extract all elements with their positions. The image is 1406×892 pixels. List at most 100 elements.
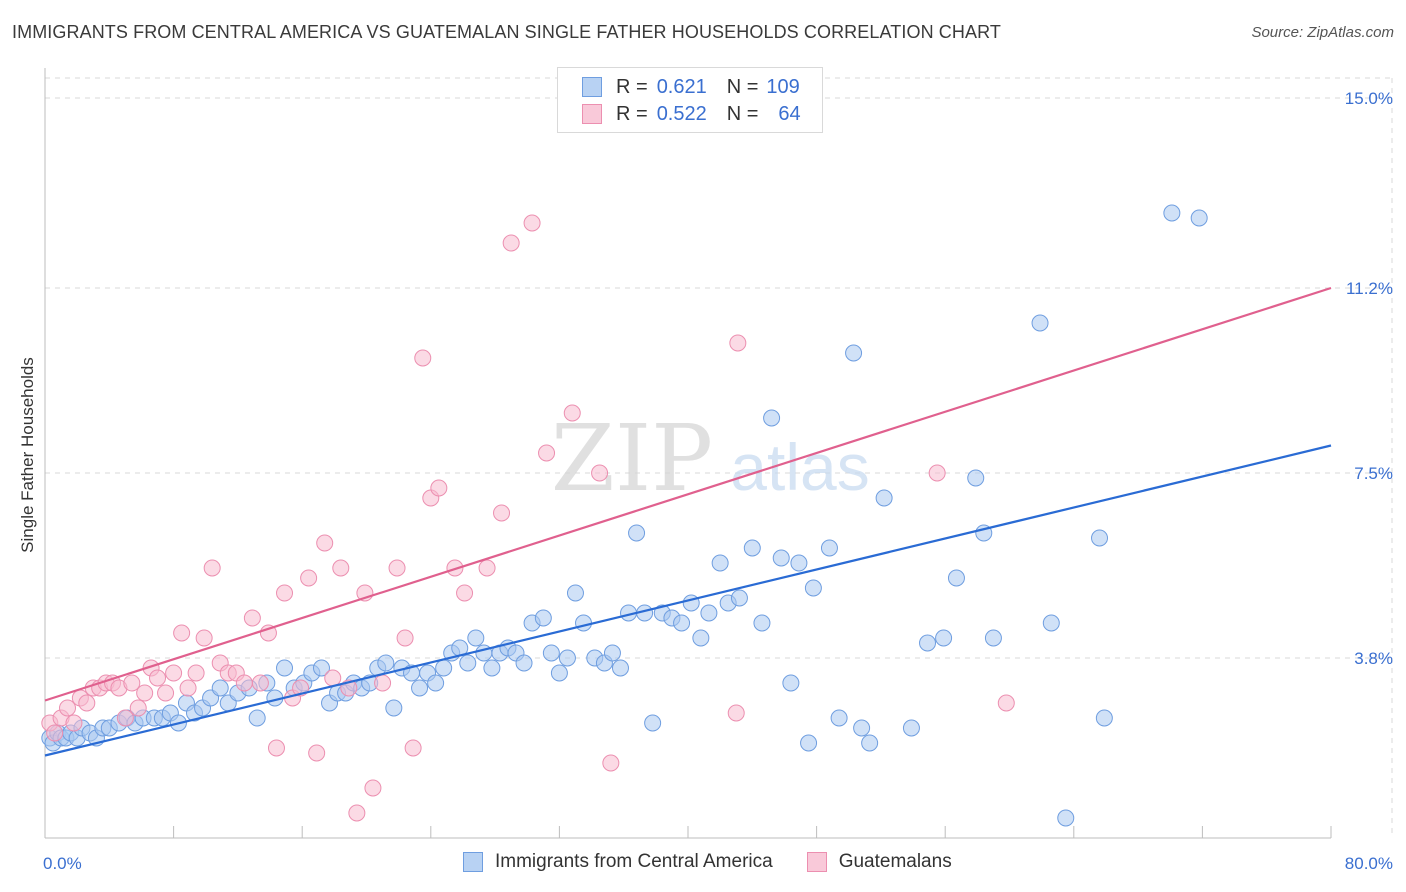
data-point-immigrants bbox=[730, 589, 748, 607]
data-point-immigrants bbox=[1057, 809, 1075, 827]
trend-line-guatemalans bbox=[44, 286, 1332, 702]
data-point-guatemalans bbox=[396, 629, 414, 647]
data-point-guatemalans bbox=[59, 699, 77, 717]
data-point-immigrants bbox=[919, 634, 937, 652]
data-point-guatemalans bbox=[149, 669, 167, 687]
trend-line-immigrants bbox=[44, 444, 1332, 757]
x-tick-labels: 0.0% 80.0% bbox=[43, 854, 1393, 873]
watermark-zip: ZIP bbox=[551, 405, 713, 512]
y-tick-labels: 3.8% 7.5% 11.2% 15.0% bbox=[1345, 89, 1393, 668]
data-point-immigrants bbox=[1095, 709, 1113, 727]
data-point-immigrants bbox=[875, 489, 893, 507]
trend-lines bbox=[44, 286, 1332, 757]
data-point-guatemalans bbox=[195, 629, 213, 647]
y-tick-label: 11.2% bbox=[1346, 279, 1393, 298]
legend-n-label: N = bbox=[726, 102, 759, 125]
source-label: Source: ZipAtlas.com bbox=[1251, 24, 1394, 41]
grid-lines bbox=[45, 77, 1393, 838]
watermark-atlas: atlas bbox=[730, 430, 869, 504]
data-point-guatemalans bbox=[157, 684, 175, 702]
data-point-guatemalans bbox=[165, 664, 183, 682]
data-point-guatemalans bbox=[251, 674, 269, 692]
legend-r-label: R = bbox=[616, 75, 648, 98]
legend-r-value: 0.522 bbox=[656, 102, 707, 125]
data-point-immigrants bbox=[782, 674, 800, 692]
data-point-guatemalans bbox=[129, 699, 147, 717]
data-point-guatemalans bbox=[276, 584, 294, 602]
data-point-guatemalans bbox=[116, 709, 134, 727]
legend-n-label: N = bbox=[726, 75, 759, 98]
y-tick-label: 3.8% bbox=[1354, 649, 1393, 668]
data-point-guatemalans bbox=[478, 559, 496, 577]
data-point-immigrants bbox=[558, 649, 576, 667]
data-point-immigrants bbox=[459, 654, 477, 672]
data-point-guatemalans bbox=[203, 559, 221, 577]
legend-swatch-pink bbox=[806, 852, 827, 872]
data-point-immigrants bbox=[673, 614, 691, 632]
legend-row-guatemalans: R = 0.522 N = 64 bbox=[582, 102, 801, 126]
data-point-immigrants bbox=[1190, 209, 1208, 227]
watermark: ZIP atlas bbox=[551, 405, 870, 512]
y-tick-label: 7.5% bbox=[1354, 464, 1393, 483]
data-point-guatemalans bbox=[374, 674, 392, 692]
legend-swatch-pink bbox=[582, 104, 602, 124]
data-point-guatemalans bbox=[364, 779, 382, 797]
data-point-immigrants bbox=[211, 679, 229, 697]
data-point-guatemalans bbox=[602, 754, 620, 772]
data-point-guatemalans bbox=[727, 704, 745, 722]
data-point-guatemalans bbox=[173, 624, 191, 642]
data-point-guatemalans bbox=[404, 739, 422, 757]
legend-n-value: 109 bbox=[766, 75, 800, 98]
data-point-guatemalans bbox=[388, 559, 406, 577]
legend-label-guatemalans: Guatemalans bbox=[838, 851, 952, 872]
data-point-immigrants bbox=[830, 709, 848, 727]
data-point-guatemalans bbox=[308, 744, 326, 762]
data-point-guatemalans bbox=[591, 464, 609, 482]
legend-swatch-blue bbox=[582, 77, 602, 97]
data-point-guatemalans bbox=[324, 669, 342, 687]
data-point-immigrants bbox=[377, 654, 395, 672]
data-point-immigrants bbox=[853, 719, 871, 737]
data-point-immigrants bbox=[483, 659, 501, 677]
legend-r-value: 0.621 bbox=[656, 75, 707, 98]
data-point-immigrants bbox=[312, 659, 330, 677]
data-point-immigrants bbox=[575, 614, 593, 632]
data-point-guatemalans bbox=[493, 504, 511, 522]
y-axis-label: Single Father Households bbox=[18, 357, 37, 553]
data-point-immigrants bbox=[902, 719, 920, 737]
data-point-guatemalans bbox=[243, 609, 261, 627]
y-tick-label: 15.0% bbox=[1345, 89, 1393, 108]
data-point-immigrants bbox=[743, 539, 761, 557]
data-point-immigrants bbox=[1163, 204, 1181, 222]
data-point-immigrants bbox=[763, 409, 781, 427]
data-point-guatemalans bbox=[997, 694, 1015, 712]
data-point-immigrants bbox=[967, 469, 985, 487]
legend-n-value: 64 bbox=[778, 102, 801, 125]
data-point-immigrants bbox=[435, 659, 453, 677]
data-point-immigrants bbox=[611, 659, 629, 677]
data-point-guatemalans bbox=[523, 214, 541, 232]
data-point-immigrants bbox=[984, 629, 1002, 647]
data-point-immigrants bbox=[542, 644, 560, 662]
data-point-immigrants bbox=[700, 604, 718, 622]
data-point-immigrants bbox=[947, 569, 965, 587]
data-point-guatemalans bbox=[316, 534, 334, 552]
data-point-guatemalans bbox=[46, 724, 64, 742]
data-point-guatemalans bbox=[348, 804, 366, 822]
legend-item-immigrants: Immigrants from Central America bbox=[463, 851, 773, 873]
data-point-guatemalans bbox=[179, 679, 197, 697]
data-point-immigrants bbox=[427, 674, 445, 692]
data-point-guatemalans bbox=[430, 479, 448, 497]
data-point-immigrants bbox=[644, 714, 662, 732]
data-point-guatemalans bbox=[78, 694, 96, 712]
data-point-immigrants bbox=[603, 644, 621, 662]
data-point-guatemalans bbox=[456, 584, 474, 602]
legend-row-immigrants: R = 0.621 N = 109 bbox=[582, 75, 800, 99]
data-point-immigrants bbox=[1031, 314, 1049, 332]
data-point-immigrants bbox=[692, 629, 710, 647]
data-point-guatemalans bbox=[235, 674, 253, 692]
data-point-guatemalans bbox=[729, 334, 747, 352]
data-point-immigrants bbox=[772, 549, 790, 567]
data-point-immigrants bbox=[820, 539, 838, 557]
